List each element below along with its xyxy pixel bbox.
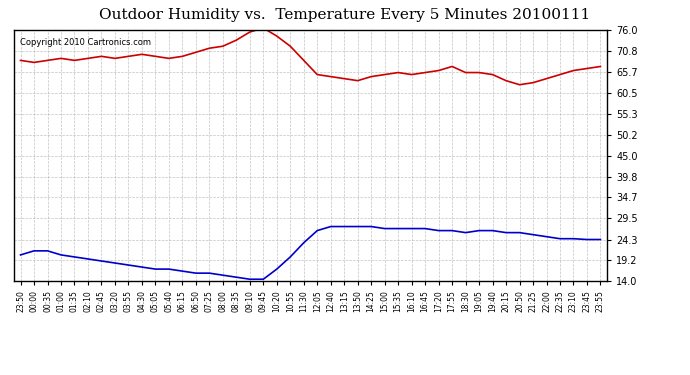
Text: Outdoor Humidity vs.  Temperature Every 5 Minutes 20100111: Outdoor Humidity vs. Temperature Every 5… bbox=[99, 8, 591, 21]
Text: Copyright 2010 Cartronics.com: Copyright 2010 Cartronics.com bbox=[20, 38, 150, 46]
